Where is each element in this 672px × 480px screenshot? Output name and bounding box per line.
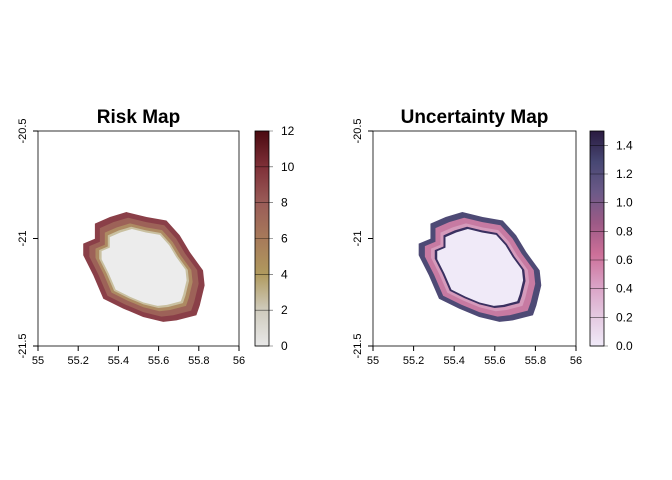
colorbar-tick-label: 8 xyxy=(281,196,288,210)
x-tick-label: 55.4 xyxy=(108,355,129,367)
x-tick-label: 56 xyxy=(570,355,582,367)
y-tick-label: -20.5 xyxy=(352,118,364,143)
y-tick-label: -20.5 xyxy=(17,118,29,143)
colorbar-tick-label: 1.4 xyxy=(616,138,633,152)
raster-layer xyxy=(101,229,187,306)
colorbar-tick-label: 12 xyxy=(281,124,295,138)
x-tick-label: 55.6 xyxy=(484,355,505,367)
colorbar-tick-label: 0.6 xyxy=(616,253,633,267)
colorbar-tick-label: 1.0 xyxy=(616,196,633,210)
x-tick-label: 55.8 xyxy=(525,355,546,367)
colorbar-tick-label: 0.0 xyxy=(616,339,633,353)
plot-title: Risk Map xyxy=(97,107,180,128)
colorbar-tick-label: 2 xyxy=(281,303,288,317)
x-tick-label: 56 xyxy=(233,355,245,367)
colorbar-tick-label: 10 xyxy=(281,160,295,174)
plot-title: Uncertainty Map xyxy=(401,107,549,128)
y-tick-label: -21 xyxy=(352,231,364,247)
x-tick-label: 55.2 xyxy=(403,355,424,367)
x-tick-label: 55.2 xyxy=(67,355,88,367)
x-tick-label: 55 xyxy=(32,355,44,367)
colorbar-tick-label: 0.4 xyxy=(616,282,633,296)
x-tick-label: 55.4 xyxy=(443,355,464,367)
x-tick-label: 55.6 xyxy=(148,355,169,367)
colorbar-tick-label: 1.2 xyxy=(616,167,633,181)
y-tick-label: -21 xyxy=(17,231,29,247)
colorbar-tick-label: 4 xyxy=(281,267,288,281)
y-tick-label: -21.5 xyxy=(352,333,364,358)
y-tick-label: -21.5 xyxy=(17,333,29,358)
x-tick-label: 55 xyxy=(367,355,379,367)
colorbar xyxy=(589,130,605,347)
colorbar-tick-label: 0.8 xyxy=(616,224,633,238)
colorbar-tick-label: 0.2 xyxy=(616,310,633,324)
raster-layer xyxy=(437,229,524,306)
x-tick-label: 55.8 xyxy=(188,355,209,367)
colorbar-tick-label: 6 xyxy=(281,232,288,246)
colorbar-tick-label: 0 xyxy=(281,339,288,353)
